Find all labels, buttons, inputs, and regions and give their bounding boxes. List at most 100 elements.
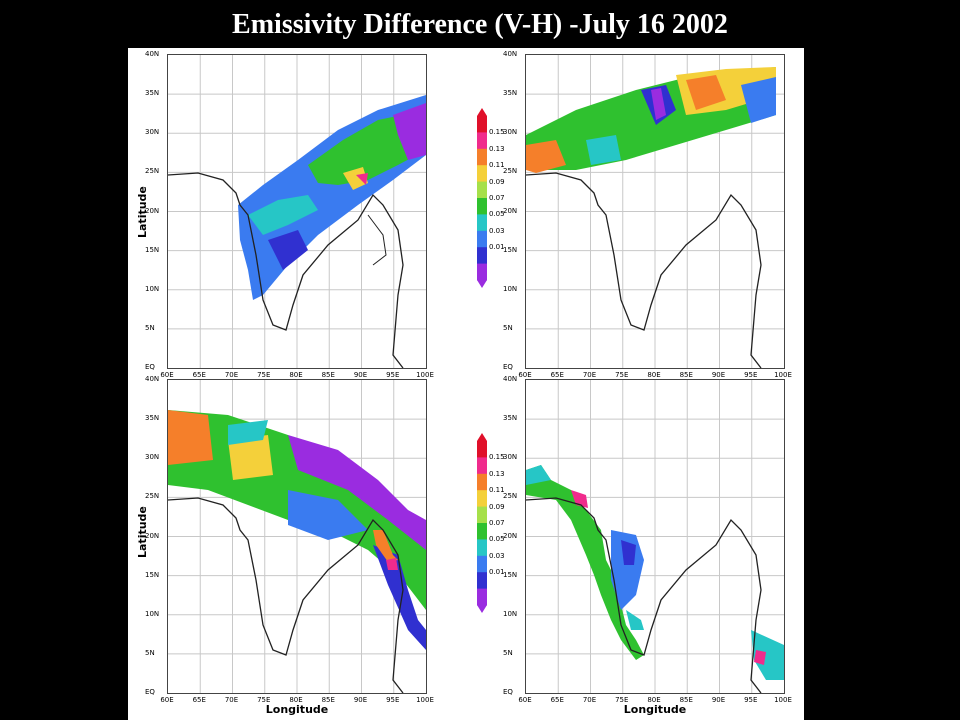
colorbar-cap-bottom xyxy=(477,605,487,613)
colorbar-tick-label: 0.01 xyxy=(489,243,505,252)
colorbar-swatch xyxy=(477,490,487,508)
map-svg-top-left xyxy=(168,55,426,368)
colorbar-tick-label: 0.07 xyxy=(489,194,505,202)
swath-base xyxy=(526,465,644,660)
lat-tick-label: 25N xyxy=(503,492,518,501)
lat-tick-label: 15N xyxy=(145,245,160,254)
lon-tick-label: 95E xyxy=(386,371,400,379)
lon-tick-label: 65E xyxy=(192,696,206,704)
swath-purple xyxy=(393,103,426,160)
lon-tick-label: 85E xyxy=(679,696,693,704)
colorbar-swatch xyxy=(477,523,487,540)
lat-tick-label: 25N xyxy=(503,167,518,176)
colorbar-svg-top xyxy=(477,108,487,288)
map-panel-top-left xyxy=(167,54,427,369)
lon-tick-label: 60E xyxy=(518,371,532,379)
colorbar-swatch xyxy=(477,198,487,215)
swath-magenta xyxy=(386,558,398,570)
colorbar-tick-label: 0.03 xyxy=(489,226,505,235)
coastline xyxy=(526,172,762,368)
lat-tick-label: 35N xyxy=(503,414,518,423)
lon-tick-label: 90E xyxy=(711,696,726,704)
lat-tick-label: 20N xyxy=(503,206,518,215)
lon-tick-label: 60E xyxy=(160,696,174,704)
swath-magenta xyxy=(571,490,588,508)
lat-tick-label: EQ xyxy=(503,688,513,696)
lon-tick-label: 85E xyxy=(321,696,335,704)
swath-orange-coast xyxy=(373,530,398,562)
swath-corner-magenta xyxy=(754,650,766,665)
lat-tick-label: 25N xyxy=(145,167,160,176)
lat-tick-label: 5N xyxy=(503,648,513,657)
lat-tick-label: 30N xyxy=(503,128,518,137)
colorbar-swatch xyxy=(477,473,487,491)
colorbar-tick-label: 0.15 xyxy=(489,128,505,137)
coastline xyxy=(168,172,404,368)
colorbar-swatch xyxy=(477,116,487,133)
swath-yellow xyxy=(343,167,368,190)
lat-tick-label: 15N xyxy=(145,570,160,579)
swath-purple xyxy=(288,435,426,550)
colorbar-swatch xyxy=(477,148,487,166)
swath-darkblue xyxy=(268,230,308,270)
coastline-east xyxy=(367,214,387,266)
colorbar-swatch xyxy=(477,572,487,590)
lat-tick-label: 5N xyxy=(503,323,513,332)
lon-tick-label: 75E xyxy=(615,371,629,379)
colorbar-tick-label: 0.13 xyxy=(489,144,505,153)
lat-tick-label: EQ xyxy=(145,363,155,371)
lon-tick-label: 65E xyxy=(550,371,564,379)
lon-tick-label: 85E xyxy=(321,371,335,379)
lon-tick-label: 100E xyxy=(774,371,792,379)
colorbar-tick-label: 0.13 xyxy=(489,469,505,478)
colorbar-tick-label: 0.05 xyxy=(489,210,505,219)
colorbar-swatch xyxy=(477,214,487,232)
swath-blue xyxy=(288,490,368,540)
lon-tick-label: 80E xyxy=(647,371,661,379)
colorbar-tick-label: 0.09 xyxy=(489,502,505,511)
lat-tick-label: EQ xyxy=(503,363,513,371)
colorbar-swatch xyxy=(477,181,487,199)
colorbar-tick-label: 0.07 xyxy=(489,519,505,527)
colorbar-top: 0.15 0.13 0.11 0.09 0.07 0.05 0.03 0.01 xyxy=(473,108,505,288)
swath-magenta xyxy=(356,173,368,185)
lat-tick-label: 35N xyxy=(503,89,518,98)
figure-sheet: 0.15 0.13 0.11 0.09 0.07 0.05 0.03 0.01 0.15 0.1… xyxy=(128,48,804,720)
swath-darkblue xyxy=(621,540,636,565)
lat-tick-label: 40N xyxy=(503,375,518,383)
lon-tick-label: 100E xyxy=(416,371,434,379)
swath-orange xyxy=(686,75,726,110)
lat-tick-label: 5N xyxy=(145,648,155,657)
lon-tick-label: 80E xyxy=(289,371,303,379)
colorbar-bottom: 0.15 0.13 0.11 0.09 0.07 0.05 0.03 0.01 xyxy=(473,433,505,613)
swath-cyan xyxy=(248,195,318,235)
map-svg-bottom-left xyxy=(168,380,426,693)
lat-tick-label: 20N xyxy=(145,531,160,540)
swath-cyan-west xyxy=(526,465,551,485)
swath-darkblue xyxy=(373,545,426,650)
map-svg-bottom-right xyxy=(526,380,784,693)
colorbar-svg-bottom xyxy=(477,433,487,613)
lon-tick-label: 95E xyxy=(744,696,758,704)
coastline xyxy=(168,497,404,693)
lon-tick-label: 100E xyxy=(416,696,434,704)
lat-tick-label: 30N xyxy=(503,453,518,462)
lat-tick-label: 40N xyxy=(145,50,160,58)
lon-tick-label: 65E xyxy=(550,696,564,704)
swath-cyan xyxy=(586,135,621,165)
figure-title: Emissivity Difference (V-H) -July 16 200… xyxy=(232,9,728,40)
colorbar-swatch xyxy=(477,132,487,150)
lat-tick-label: 20N xyxy=(145,206,160,215)
lat-tick-label: 35N xyxy=(145,89,160,98)
colorbar-cap-top xyxy=(477,108,487,116)
map-panel-bottom-right xyxy=(525,379,785,694)
map-panel-top-right xyxy=(525,54,785,369)
lat-tick-label: 15N xyxy=(503,570,518,579)
lon-tick-label: 85E xyxy=(679,371,693,379)
swath-purple xyxy=(651,88,666,120)
lon-tick-label: 90E xyxy=(353,696,368,704)
lat-tick-label: 40N xyxy=(145,375,160,383)
lon-tick-label: 80E xyxy=(647,696,661,704)
colorbar-cap-bottom xyxy=(477,280,487,288)
lon-tick-label: 75E xyxy=(615,696,629,704)
